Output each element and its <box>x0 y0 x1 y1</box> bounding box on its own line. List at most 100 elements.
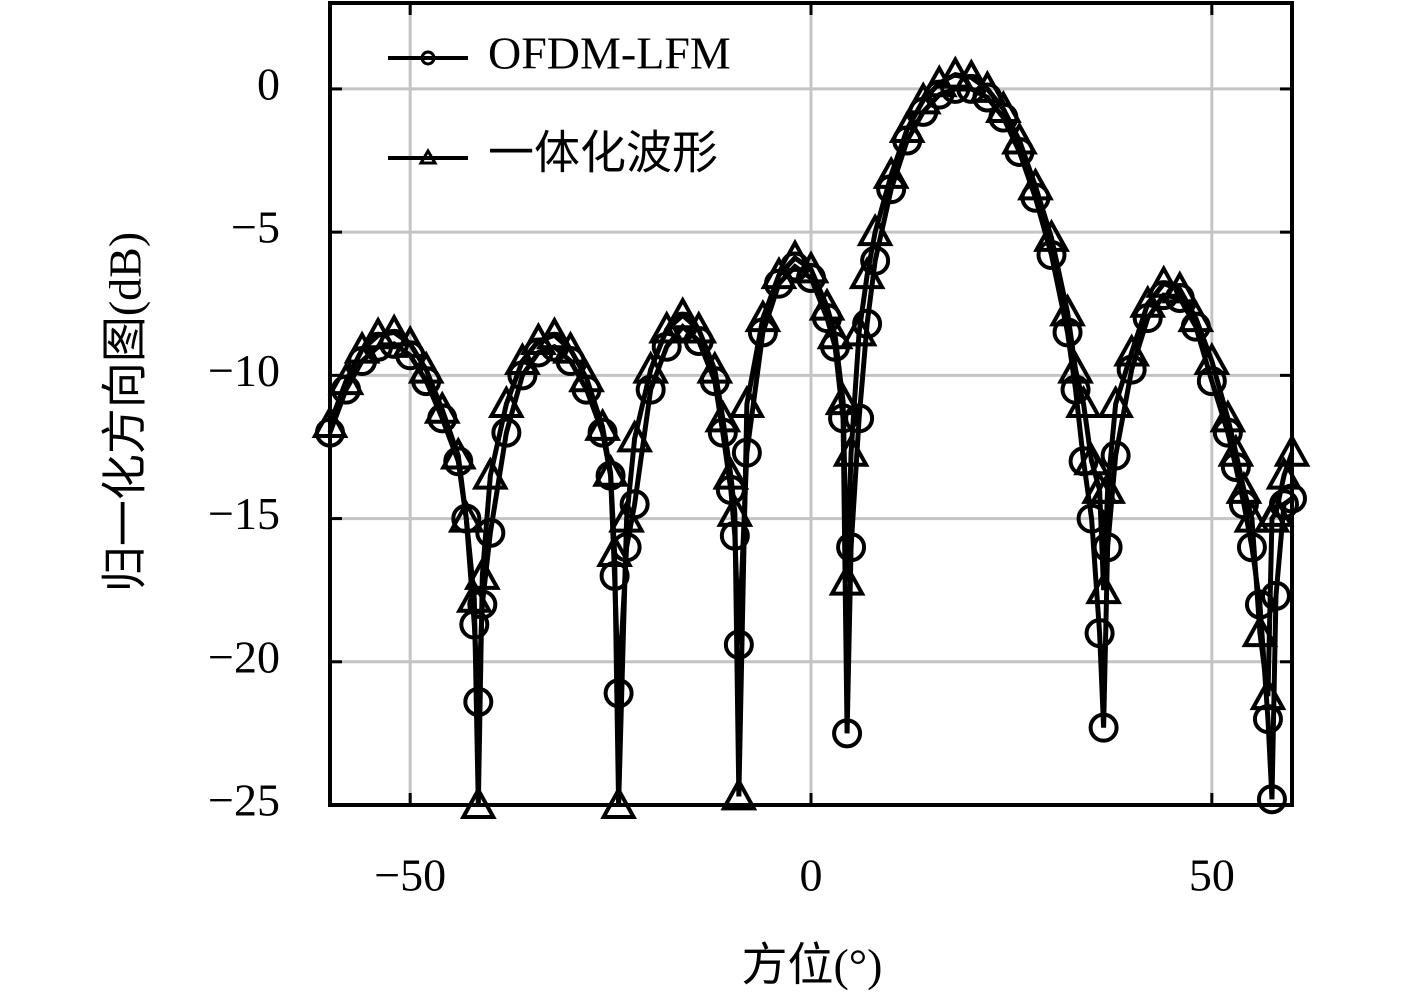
marker <box>1217 433 1255 467</box>
marker <box>1233 499 1271 533</box>
marker <box>1241 614 1279 648</box>
marker <box>1113 333 1151 367</box>
marker <box>1088 712 1119 743</box>
marker <box>1260 580 1291 611</box>
marker <box>475 517 506 548</box>
marker <box>985 89 1022 123</box>
marker <box>592 453 629 487</box>
y-tick-label: −10 <box>208 345 280 396</box>
marker <box>816 316 854 350</box>
marker <box>728 384 766 418</box>
marker <box>1097 384 1135 418</box>
marker <box>1001 121 1038 155</box>
marker <box>664 296 702 330</box>
marker <box>808 287 846 321</box>
marker <box>463 556 501 590</box>
y-tick-label: −15 <box>208 488 280 539</box>
y-tick-label: 0 <box>257 58 280 109</box>
marker <box>872 155 910 189</box>
marker <box>836 532 867 563</box>
marker <box>471 456 509 490</box>
marker <box>856 213 894 247</box>
marker <box>584 407 621 441</box>
marker <box>1249 677 1287 711</box>
marker <box>1225 470 1263 504</box>
marker <box>1100 440 1131 471</box>
marker <box>491 417 522 448</box>
marker <box>760 255 798 290</box>
marker <box>1017 167 1054 201</box>
marker <box>680 310 718 344</box>
marker <box>1057 350 1094 384</box>
marker <box>1084 618 1115 649</box>
legend-label: OFDM-LFM <box>488 28 731 79</box>
marker <box>375 313 413 347</box>
marker <box>407 350 445 384</box>
marker <box>952 58 990 92</box>
marker <box>904 81 942 115</box>
marker <box>1073 442 1110 476</box>
legend-marker <box>418 148 438 165</box>
marker <box>696 350 734 384</box>
marker <box>888 109 926 144</box>
marker <box>487 384 525 418</box>
marker <box>824 382 862 416</box>
marker <box>1085 571 1123 605</box>
marker <box>828 562 866 596</box>
legend-label: 一体化波形 <box>488 128 718 179</box>
marker <box>936 55 974 89</box>
marker <box>616 419 654 453</box>
marker <box>439 436 477 470</box>
marker <box>840 313 878 347</box>
marker <box>1193 341 1231 376</box>
marker <box>844 403 875 434</box>
marker <box>423 390 461 424</box>
marker <box>1161 270 1199 304</box>
marker <box>327 361 365 396</box>
marker <box>1145 264 1183 298</box>
plot-frame <box>328 1 1294 807</box>
marker <box>536 316 573 350</box>
marker <box>447 499 485 533</box>
marker <box>1209 399 1247 433</box>
marker <box>776 238 814 272</box>
x-axis-label: 方位(°) <box>741 940 882 991</box>
marker <box>596 533 633 567</box>
marker <box>832 718 863 749</box>
marker <box>455 579 493 613</box>
marker <box>792 250 830 284</box>
legend-marker <box>420 50 436 66</box>
x-tick-label: 0 <box>800 850 823 901</box>
marker <box>1256 784 1287 815</box>
marker <box>832 433 870 467</box>
marker <box>608 499 646 533</box>
y-tick-label: −5 <box>231 202 280 253</box>
marker <box>1049 293 1086 327</box>
marker <box>848 255 886 290</box>
marker <box>1257 493 1295 527</box>
marker <box>716 493 754 527</box>
marker <box>712 456 750 490</box>
marker <box>632 350 670 384</box>
marker <box>920 64 958 98</box>
x-tick-label: 50 <box>1189 850 1235 901</box>
marker <box>1089 470 1127 504</box>
marker <box>504 341 541 376</box>
y-axis-label: 归一化方向图(dB) <box>100 232 151 592</box>
marker <box>1177 298 1215 333</box>
marker <box>1252 704 1283 735</box>
marker <box>391 324 429 358</box>
y-tick-label: −20 <box>208 631 280 682</box>
y-tick-label: −25 <box>208 775 280 826</box>
marker <box>1129 284 1167 318</box>
marker <box>552 330 589 364</box>
x-tick-label: −50 <box>374 850 446 901</box>
marker <box>1065 384 1102 418</box>
marker <box>568 359 605 393</box>
marker <box>968 69 1006 103</box>
marker <box>1033 218 1070 252</box>
marker <box>720 777 758 811</box>
marker <box>744 298 782 333</box>
